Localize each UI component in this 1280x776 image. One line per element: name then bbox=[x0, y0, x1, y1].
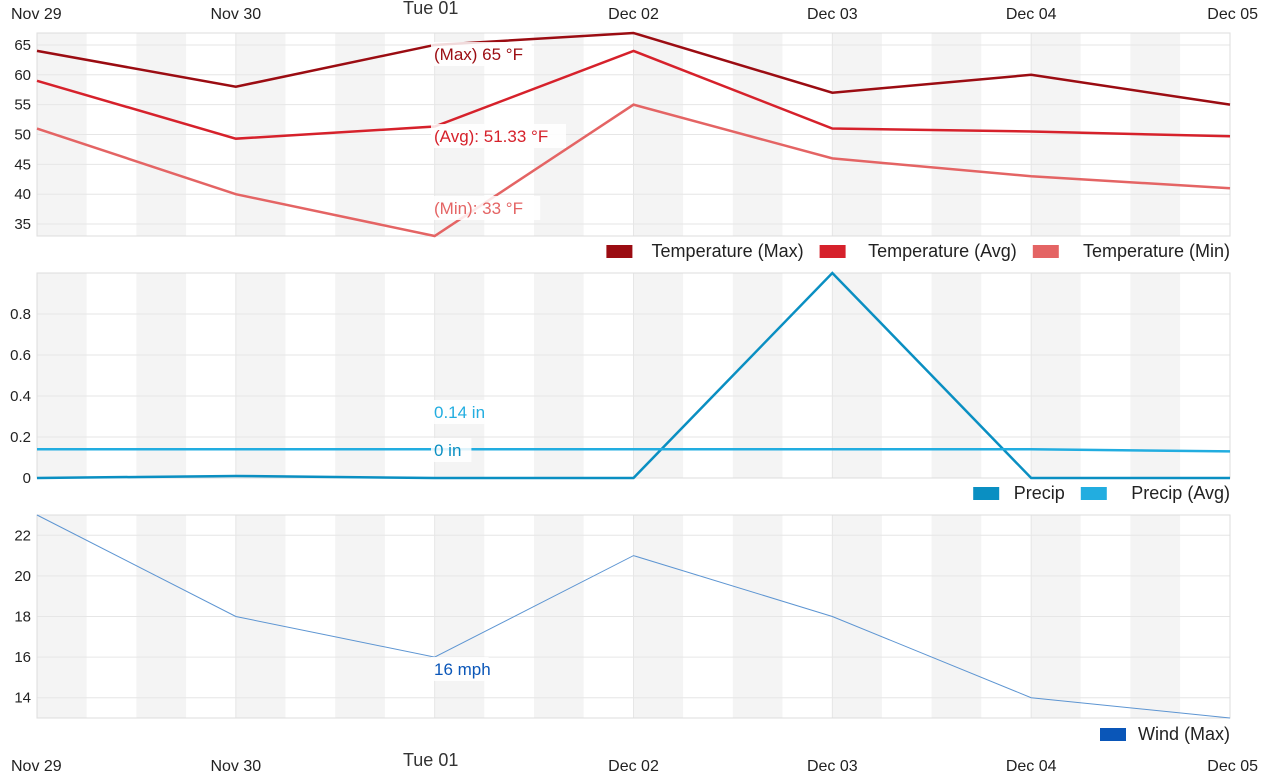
temperature-hover-label-bg bbox=[431, 42, 532, 66]
temperature-ytick-label: 65 bbox=[14, 37, 31, 54]
precipitation-band bbox=[633, 273, 684, 478]
top-date-label: Nov 29 bbox=[11, 6, 62, 23]
temperature-legend-label-1[interactable]: Temperature (Avg) bbox=[868, 241, 1017, 261]
temperature-legend-swatch-2[interactable] bbox=[1032, 245, 1059, 258]
precipitation-ytick-label: 0 bbox=[23, 470, 31, 487]
temperature-ytick-label: 40 bbox=[14, 186, 31, 203]
bottom-date-label: Dec 02 bbox=[608, 758, 659, 775]
temperature-series-line-0[interactable] bbox=[36, 31, 1231, 106]
precipitation-ytick-label: 0.6 bbox=[10, 347, 31, 364]
precipitation-band bbox=[832, 273, 882, 478]
wind-hover-label: 16 mph bbox=[434, 660, 491, 679]
temperature-hover-label-bg bbox=[431, 124, 566, 148]
precipitation-hover-label: 0 in bbox=[434, 441, 461, 460]
temperature-ytick-label: 45 bbox=[14, 156, 31, 173]
precipitation-band bbox=[534, 273, 584, 478]
precipitation-series-line-1[interactable] bbox=[37, 448, 1231, 453]
precipitation-legend-swatch-0[interactable] bbox=[973, 487, 1000, 500]
precipitation-band bbox=[335, 273, 385, 478]
temperature-legend-swatch-0[interactable] bbox=[606, 245, 633, 258]
precipitation-hover-label-bg bbox=[431, 400, 498, 424]
precipitation-hover-label: 0.14 in bbox=[434, 403, 485, 422]
temperature-legend-label-0[interactable]: Temperature (Max) bbox=[652, 241, 804, 261]
precipitation-legend-swatch-1[interactable] bbox=[1080, 487, 1107, 500]
precipitation-hover-label-bg bbox=[431, 438, 472, 462]
precipitation-band bbox=[1130, 273, 1181, 478]
precipitation-ytick-label: 0.4 bbox=[10, 388, 31, 405]
top-hover-date-label: Tue 01 bbox=[403, 0, 458, 18]
precipitation-band bbox=[235, 273, 286, 478]
wind-frame bbox=[36, 514, 1231, 719]
wind-ytick-label: 20 bbox=[14, 568, 31, 585]
precipitation-band bbox=[1031, 273, 1081, 478]
top-date-label: Dec 05 bbox=[1207, 6, 1258, 23]
temperature-hover-label: (Min): 33 °F bbox=[434, 199, 523, 218]
temperature-hover-label-bg bbox=[431, 196, 541, 220]
top-date-label: Dec 02 bbox=[608, 6, 659, 23]
precipitation-ytick-label: 0.8 bbox=[10, 306, 31, 323]
wind-legend-swatch-0[interactable] bbox=[1100, 728, 1126, 741]
wind-ytick-label: 22 bbox=[14, 527, 31, 544]
wind-hover-label-bg bbox=[431, 657, 489, 681]
top-date-label: Nov 30 bbox=[210, 6, 261, 23]
bottom-date-label: Dec 03 bbox=[807, 758, 858, 775]
temperature-hover-label: (Max) 65 °F bbox=[434, 45, 523, 64]
temperature-legend-swatch-1[interactable] bbox=[819, 245, 846, 258]
wind-legend-label-0[interactable]: Wind (Max) bbox=[1138, 724, 1230, 744]
precipitation-legend-label-1[interactable]: Precip (Avg) bbox=[1131, 483, 1230, 503]
precipitation-band bbox=[37, 273, 87, 478]
precipitation-band bbox=[931, 273, 982, 478]
temperature-legend-label-2[interactable]: Temperature (Min) bbox=[1083, 241, 1230, 261]
wind-ytick-label: 14 bbox=[14, 690, 31, 707]
temperature-series-line-2[interactable] bbox=[36, 103, 1231, 238]
bottom-date-label: Nov 30 bbox=[210, 758, 261, 775]
temperature-ytick-label: 35 bbox=[14, 216, 31, 233]
wind-ytick-label: 16 bbox=[14, 649, 31, 666]
precipitation-series-line-0[interactable] bbox=[36, 271, 1230, 480]
top-date-label: Dec 03 bbox=[807, 6, 858, 23]
wind-series-line-0[interactable] bbox=[36, 514, 1231, 719]
wind-ytick-label: 18 bbox=[14, 609, 31, 626]
bottom-date-label: Dec 04 bbox=[1006, 758, 1057, 775]
precipitation-band bbox=[732, 273, 783, 478]
precipitation-legend-label-0[interactable]: Precip bbox=[1014, 483, 1065, 503]
precipitation-ytick-label: 0.2 bbox=[10, 429, 31, 446]
bottom-hover-date-label: Tue 01 bbox=[403, 750, 458, 770]
bottom-date-label: Nov 29 bbox=[11, 758, 62, 775]
precipitation-band bbox=[136, 273, 187, 478]
temperature-ytick-label: 50 bbox=[14, 127, 31, 144]
temperature-series-line-1[interactable] bbox=[36, 49, 1231, 140]
top-date-label: Dec 04 bbox=[1006, 6, 1057, 23]
temperature-ytick-label: 60 bbox=[14, 67, 31, 84]
temperature-ytick-label: 55 bbox=[14, 97, 31, 114]
bottom-date-label: Dec 05 bbox=[1207, 758, 1258, 775]
temperature-hover-label: (Avg): 51.33 °F bbox=[434, 127, 548, 146]
